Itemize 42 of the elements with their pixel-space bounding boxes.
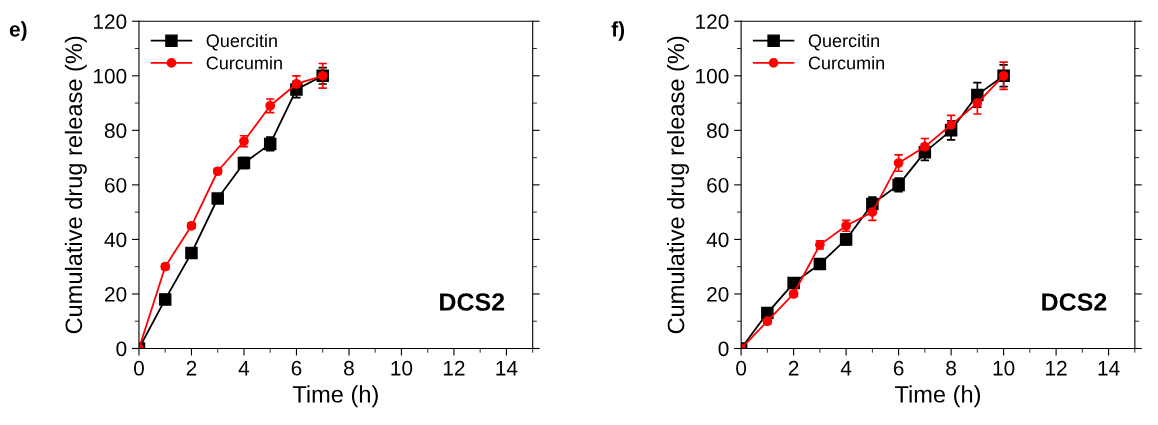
y-tick-label: 80 — [707, 123, 729, 139]
legend-label: Curcumin — [808, 56, 885, 70]
legend-label: Quercitin — [808, 33, 879, 51]
x-tick-label: 0 — [736, 360, 747, 376]
x-tick-label: 14 — [496, 361, 518, 376]
legend-label: Curcumin — [206, 56, 282, 70]
y-axis-title: Cumulative drug release (%) — [64, 36, 87, 334]
y-axis-title: Cumulative drug release (%) — [666, 36, 689, 334]
annotation: DCS2 — [440, 293, 505, 311]
x-tick-label: 12 — [443, 360, 465, 376]
x-tick-label: 8 — [344, 360, 354, 376]
y-tick-label: 0 — [116, 341, 127, 357]
y-tick-label: 100 — [696, 68, 729, 84]
x-tick-label: 8 — [946, 360, 956, 376]
x-tick-label: 4 — [840, 361, 852, 376]
x-tick-label: 10 — [391, 360, 413, 376]
y-tick-label: 20 — [707, 286, 729, 302]
y-tick-label: 120 — [696, 14, 729, 29]
y-tick-label: 100 — [93, 68, 127, 84]
x-tick-label: 10 — [993, 360, 1015, 376]
legend-label: Quercitin — [206, 33, 277, 51]
annotation: DCS2 — [1042, 293, 1107, 311]
y-tick-label: 40 — [706, 232, 729, 248]
y-tick-label: 40 — [104, 232, 127, 248]
x-tick-label: 6 — [893, 360, 904, 376]
y-tick-label: 80 — [104, 123, 127, 139]
x-tick-label: 6 — [291, 360, 302, 376]
x-tick-label: 2 — [788, 360, 799, 376]
x-tick-label: 2 — [186, 360, 197, 376]
x-axis-title: Time (h) — [895, 385, 981, 408]
x-axis-title: Time (h) — [292, 385, 378, 408]
y-tick-label: 60 — [105, 177, 127, 193]
y-tick-label: 120 — [93, 14, 127, 29]
x-tick-label: 12 — [1046, 360, 1067, 376]
chart-title: f) — [611, 21, 625, 41]
chart-title: e) — [9, 21, 27, 41]
x-tick-label: 0 — [133, 360, 144, 376]
y-tick-label: 20 — [105, 286, 127, 302]
x-tick-label: 4 — [238, 361, 250, 376]
y-tick-label: 0 — [718, 341, 729, 357]
y-tick-label: 60 — [707, 177, 729, 193]
x-tick-label: 14 — [1098, 361, 1120, 376]
